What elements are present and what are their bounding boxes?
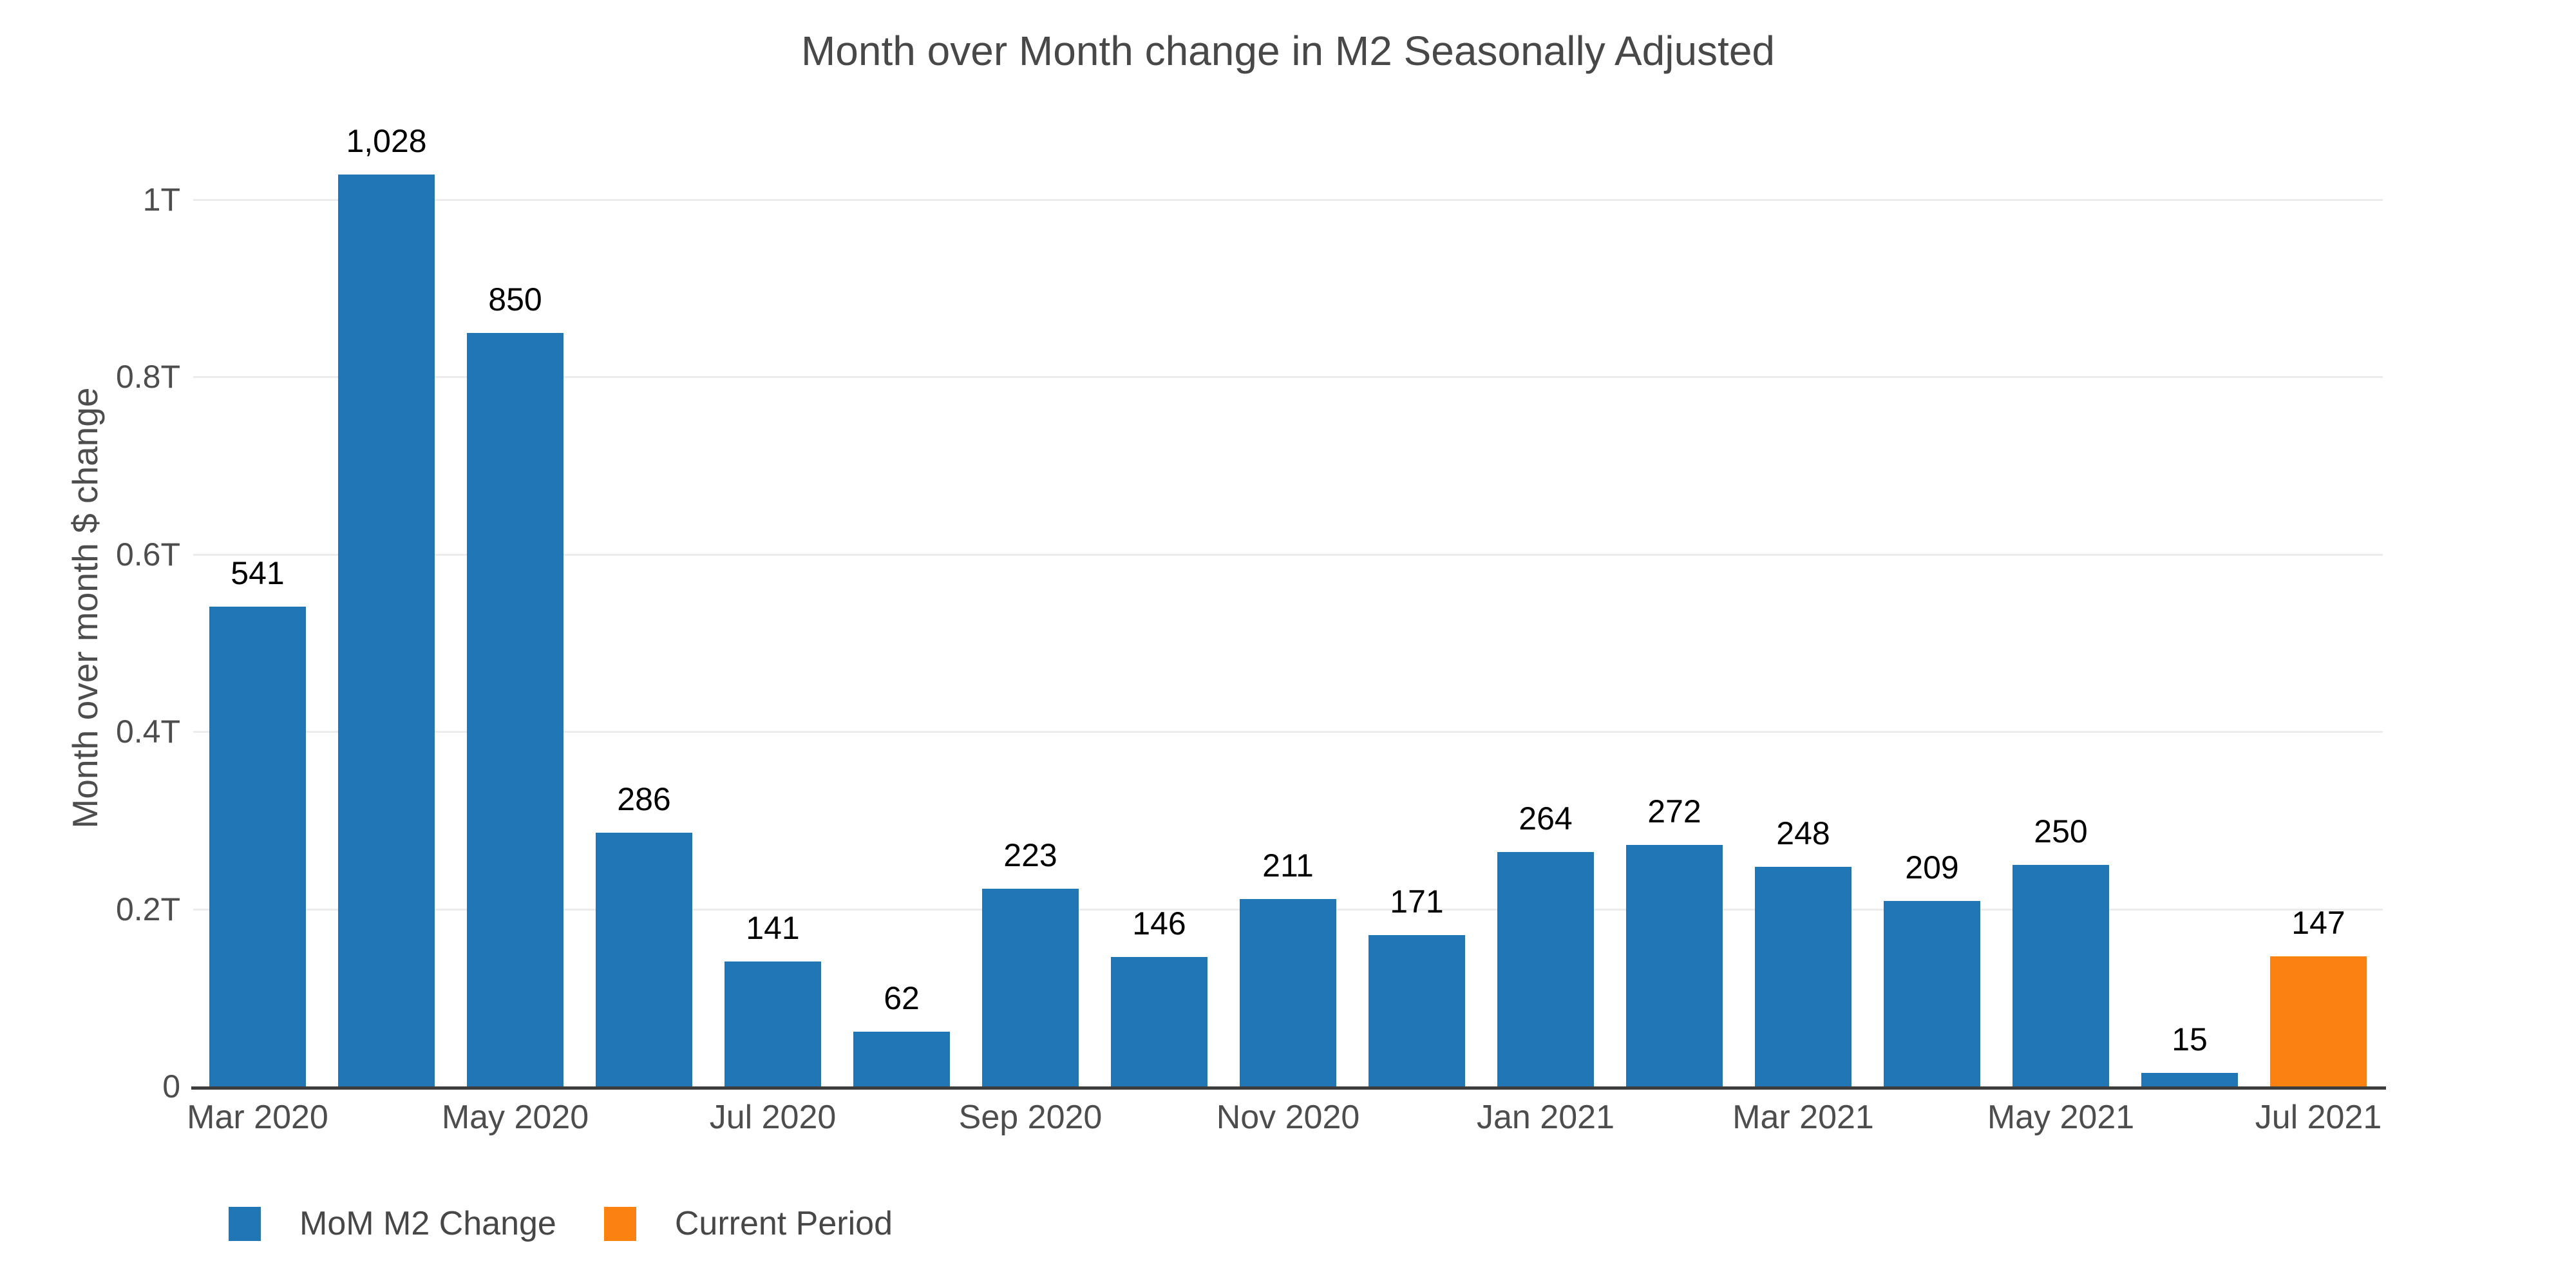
- x-tick-label: Jul 2020: [709, 1099, 837, 1136]
- bar-value-label: 15: [2172, 1021, 2208, 1057]
- bar[interactable]: [467, 333, 564, 1086]
- gridline: [193, 199, 2383, 201]
- x-tick-label: Jul 2021: [2255, 1099, 2382, 1136]
- bar-value-label: 250: [2034, 813, 2088, 849]
- bar[interactable]: [1111, 957, 1208, 1086]
- bar[interactable]: [209, 607, 306, 1086]
- gridline: [193, 376, 2383, 379]
- bar[interactable]: [1368, 935, 1465, 1086]
- bar-value-label: 209: [1905, 849, 1959, 886]
- bar[interactable]: [1626, 845, 1723, 1086]
- bar-value-label: 286: [617, 781, 671, 817]
- bar-value-label: 146: [1132, 905, 1186, 942]
- legend-item-mom-m2-change[interactable]: MoM M2 Change: [229, 1204, 556, 1243]
- y-tick-label: 0: [162, 1068, 180, 1104]
- bar-value-label: 211: [1262, 848, 1314, 884]
- legend-item-current-period[interactable]: Current Period: [603, 1204, 893, 1243]
- bar-value-label: 272: [1647, 793, 1701, 829]
- x-tick-label: Jan 2021: [1477, 1099, 1615, 1136]
- bar-current-period[interactable]: [2270, 956, 2367, 1086]
- bar-value-label: 248: [1776, 815, 1830, 851]
- y-tick-label: 0.8T: [115, 359, 180, 395]
- x-tick-label: Mar 2020: [187, 1099, 328, 1136]
- bar-value-label: 147: [2291, 905, 2345, 941]
- bar[interactable]: [2141, 1073, 2238, 1086]
- x-tick-label: Sep 2020: [958, 1099, 1103, 1136]
- bar[interactable]: [2012, 865, 2109, 1086]
- x-tick-label: Mar 2021: [1732, 1099, 1874, 1136]
- legend-label-mom-m2-change: MoM M2 Change: [299, 1205, 556, 1242]
- chart-title: Month over Month change in M2 Seasonally…: [800, 28, 1776, 74]
- legend-swatch-orange-icon: [603, 1206, 636, 1241]
- gridline: [193, 553, 2383, 556]
- bar[interactable]: [338, 175, 435, 1086]
- bar-value-label: 1,028: [346, 123, 427, 159]
- bar-value-label: 264: [1519, 800, 1573, 837]
- x-axis-line: [191, 1086, 2386, 1090]
- y-tick-label: 0.4T: [115, 714, 180, 750]
- y-axis-title: Month over month $ change: [65, 387, 105, 829]
- bar-value-label: 141: [746, 910, 800, 946]
- y-tick-label: 1T: [142, 182, 180, 218]
- x-tick-label: May 2021: [1987, 1099, 2135, 1136]
- legend: MoM M2 Change Current Period: [229, 1204, 893, 1243]
- bar[interactable]: [1240, 899, 1336, 1086]
- bar[interactable]: [853, 1032, 950, 1086]
- bar-value-label: 850: [488, 281, 542, 317]
- bar[interactable]: [596, 833, 692, 1086]
- bar[interactable]: [1884, 901, 1980, 1086]
- bar[interactable]: [982, 889, 1079, 1086]
- bar[interactable]: [1497, 852, 1594, 1086]
- bar-value-label: 223: [1003, 837, 1057, 873]
- x-tick-label: Nov 2020: [1216, 1099, 1360, 1136]
- y-tick-label: 0.6T: [115, 536, 180, 573]
- y-tick-label: 0.2T: [115, 891, 180, 927]
- bar-value-label: 171: [1390, 884, 1444, 920]
- bar[interactable]: [1755, 867, 1852, 1086]
- legend-swatch-blue-icon: [229, 1206, 261, 1241]
- bar-value-label: 62: [884, 980, 920, 1016]
- bar[interactable]: [724, 961, 821, 1086]
- bar-value-label: 541: [231, 555, 285, 591]
- legend-label-current-period: Current Period: [674, 1205, 893, 1242]
- gridline: [193, 731, 2383, 734]
- x-tick-label: May 2020: [441, 1099, 589, 1136]
